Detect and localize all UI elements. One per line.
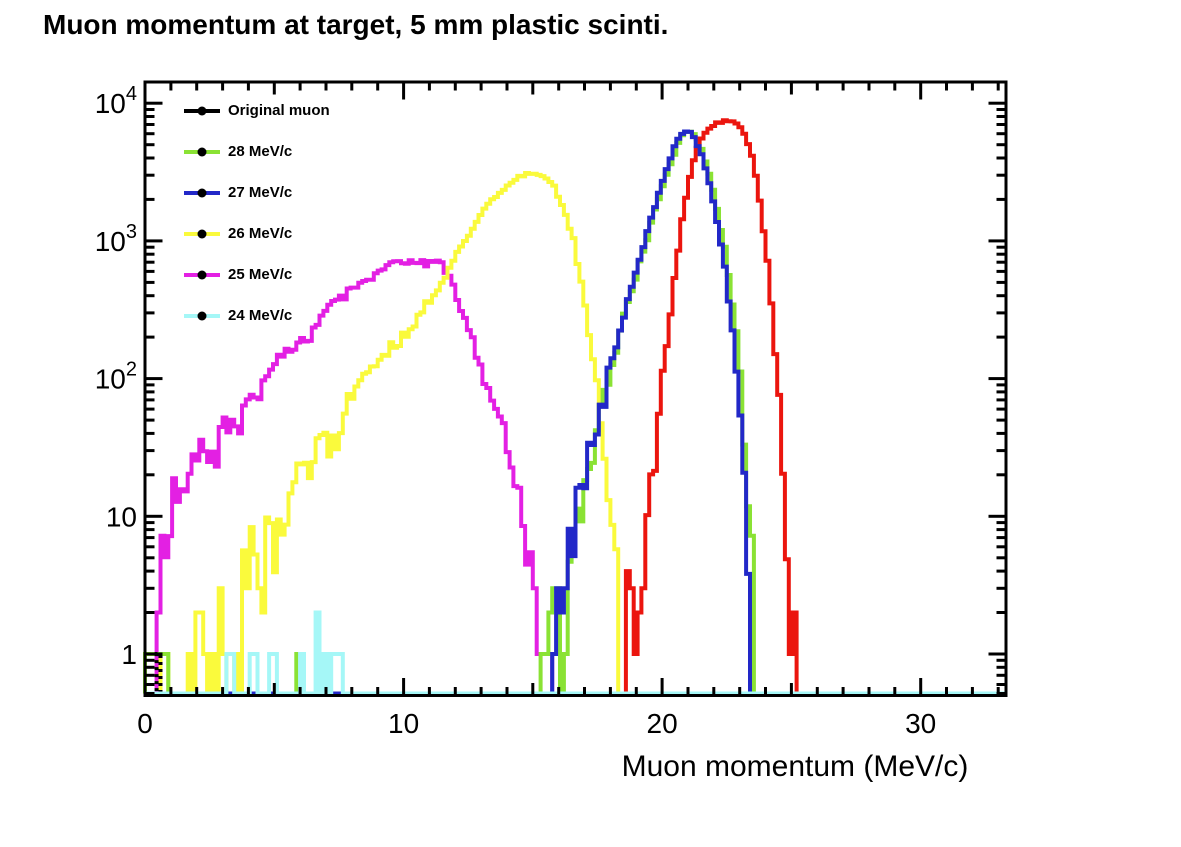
legend-dot-marker [197,188,207,198]
series-26-mev-c [145,171,1006,696]
legend-dot-marker [197,229,207,239]
plot-frame [143,80,1008,697]
legend-dot-marker [197,270,207,280]
x-tick-label: 30 [905,708,936,739]
legend-marker-icon [184,311,220,321]
y-tick-label: 103 [95,221,137,257]
y-tick-label: 104 [95,83,137,119]
legend-dot-marker [197,106,207,116]
series-25-mev-c [145,258,1006,696]
legend-item-24-mev-c: 24 MeV/c [183,305,292,327]
series-28-mev-c [143,129,1006,696]
y-tick-label: 1 [121,639,137,670]
series-24-mev-c [145,610,1006,696]
legend-item-26-mev-c: 26 MeV/c [183,223,292,245]
legend-marker-icon [184,188,220,198]
series-red-no-legend-entry [145,118,1006,696]
legend-marker-icon [184,270,220,280]
legend-label: 25 MeV/c [228,266,293,283]
x-tick-label: 0 [137,708,153,739]
legend-item-28-mev-c: 28 MeV/c [183,141,292,163]
legend-label: 26 MeV/c [228,225,293,242]
legend-item-original-muon: Original muon [183,100,330,122]
legend-label: 24 MeV/c [228,307,293,324]
y-tick-label: 102 [95,359,137,395]
y-tick-label: 10 [106,501,137,532]
legend-label: Original muon [228,102,330,119]
x-axis-title: Muon momentum (MeV/c) [621,750,969,783]
legend-label: 28 MeV/c [228,143,293,160]
x-tick-label: 10 [388,708,419,739]
series-27-mev-c [145,129,1006,696]
legend-label: 27 MeV/c [228,184,293,201]
legend-dot-marker [197,147,207,157]
legend-marker-icon [184,229,220,239]
legend-item-25-mev-c: 25 MeV/c [183,264,292,286]
chart-title: Muon momentum at target, 5 mm plastic sc… [43,9,669,40]
axis-labels: 0 10 20 30 1 10 102 103 104 [95,83,937,739]
legend-marker-icon [184,106,220,116]
axes-group [143,80,1008,697]
legend-dot-marker [197,311,207,321]
legend-marker-icon [184,147,220,157]
x-tick-label: 20 [647,708,678,739]
series-group [143,118,1006,696]
legend-item-27-mev-c: 27 MeV/c [183,182,292,204]
